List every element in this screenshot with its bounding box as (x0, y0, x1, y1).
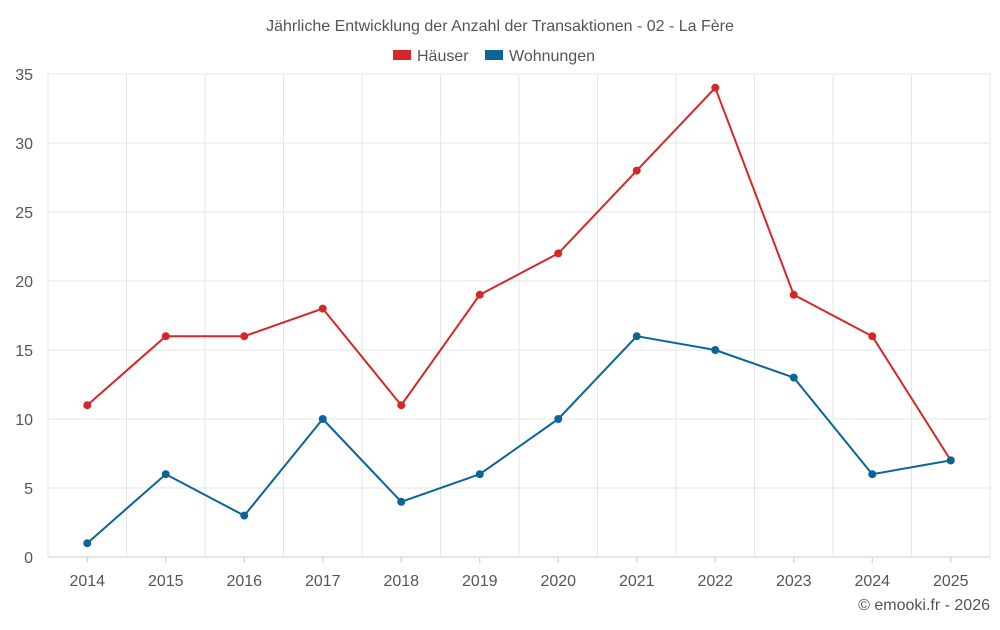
y-tick-label: 35 (15, 67, 33, 84)
x-tick-label: 2019 (462, 573, 498, 590)
data-point-wohnungen[interactable] (318, 415, 327, 423)
data-point-haeuser[interactable] (397, 401, 406, 410)
grid (47, 73, 991, 558)
data-point-haeuser[interactable] (632, 166, 641, 175)
legend-swatch-haeuser (393, 50, 411, 60)
data-point-haeuser[interactable] (240, 332, 249, 341)
legend-item-haeuser[interactable]: Häuser (393, 48, 469, 65)
x-tick-label: 2024 (854, 573, 890, 590)
data-point-haeuser[interactable] (868, 332, 877, 341)
data-point-wohnungen[interactable] (868, 470, 877, 479)
data-point-wohnungen[interactable] (632, 332, 641, 341)
y-tick-label: 10 (15, 412, 33, 429)
data-point-haeuser[interactable] (83, 401, 92, 410)
data-point-haeuser[interactable] (711, 83, 720, 92)
data-point-wohnungen[interactable] (83, 539, 92, 548)
x-tick-label: 2021 (619, 573, 655, 590)
x-tick-label: 2016 (226, 573, 262, 590)
y-tick-label: 0 (24, 550, 33, 567)
legend-label-haeuser: Häuser (417, 48, 469, 65)
y-tick-label: 30 (15, 136, 33, 153)
legend-swatch-wohnungen (485, 50, 503, 60)
x-tick-label: 2023 (776, 573, 812, 590)
legend-item-wohnungen[interactable]: Wohnungen (485, 48, 595, 65)
legend-label-wohnungen: Wohnungen (509, 48, 595, 65)
y-tick-label: 5 (24, 481, 33, 498)
data-point-haeuser[interactable] (554, 249, 563, 258)
data-point-wohnungen[interactable] (397, 497, 406, 506)
data-point-wohnungen[interactable] (554, 415, 563, 423)
data-point-haeuser[interactable] (161, 332, 170, 341)
data-point-wohnungen[interactable] (711, 346, 720, 354)
x-tick-label: 2015 (148, 573, 184, 590)
x-tick-label: 2014 (69, 573, 105, 590)
data-point-haeuser[interactable] (789, 290, 798, 299)
data-point-haeuser[interactable] (475, 290, 484, 299)
data-point-wohnungen[interactable] (240, 511, 249, 520)
x-tick-label: 2017 (305, 573, 341, 590)
legend: Häuser Wohnungen (393, 48, 595, 65)
data-point-wohnungen[interactable] (946, 456, 955, 465)
x-tick-label: 2025 (933, 573, 969, 590)
data-point-haeuser[interactable] (318, 304, 327, 313)
y-tick-label: 15 (15, 343, 33, 360)
series-line-haeuser (86, 86, 952, 461)
y-tick-label: 25 (15, 205, 33, 222)
y-tick-label: 20 (15, 274, 33, 291)
x-tick-label: 2018 (383, 573, 419, 590)
series-line-wohnungen (86, 335, 951, 544)
chart-title: Jährliche Entwicklung der Anzahl der Tra… (266, 18, 734, 35)
credit-text: © emooki.fr - 2026 (858, 597, 990, 614)
x-tick-label: 2022 (697, 573, 733, 590)
data-point-wohnungen[interactable] (789, 373, 798, 382)
series (83, 83, 955, 548)
data-point-wohnungen[interactable] (475, 470, 484, 479)
x-tick-label: 2020 (540, 573, 576, 590)
data-point-wohnungen[interactable] (161, 470, 170, 479)
